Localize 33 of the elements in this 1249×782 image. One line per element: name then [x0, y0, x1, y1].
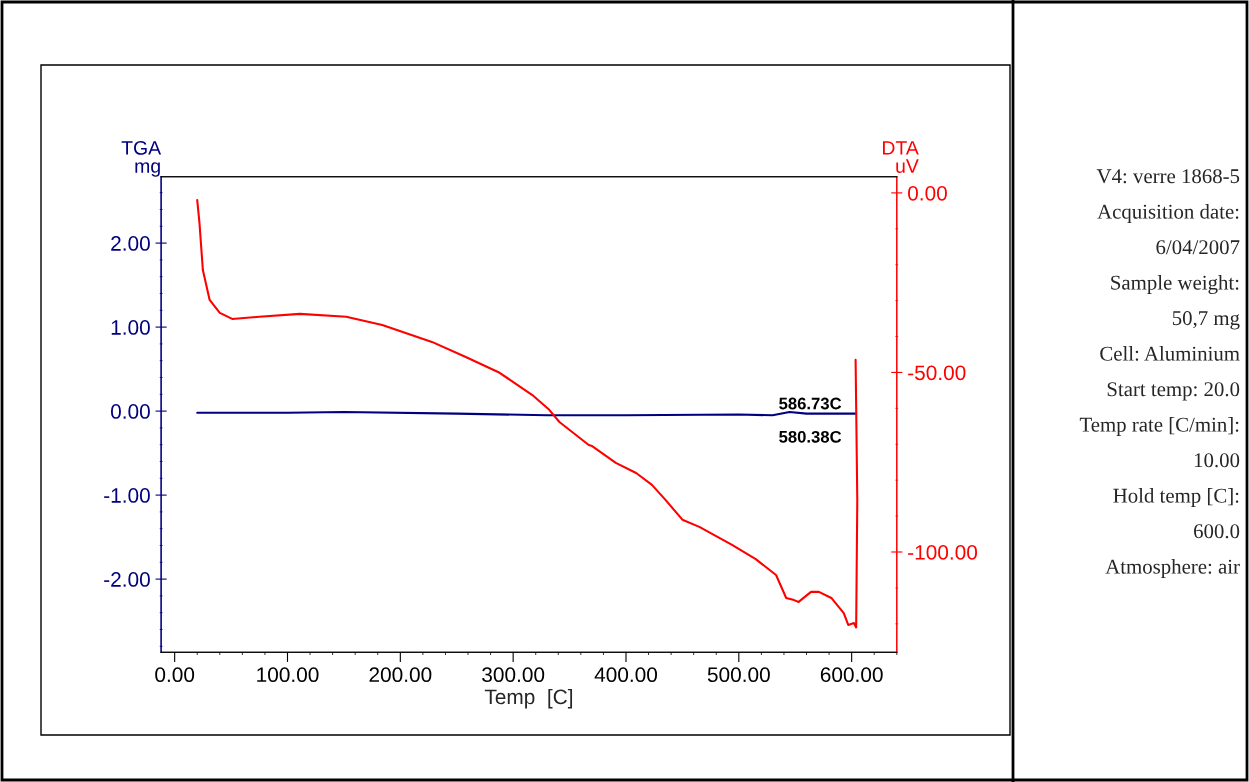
y-tick-label: -2.00: [104, 572, 150, 587]
line-series: [196, 199, 859, 629]
y-axis-title: TGA mg: [121, 140, 162, 177]
text: Cell: Aluminium: [1100, 346, 1240, 361]
y-tick-label: 1.00: [111, 320, 150, 335]
y-tick-label: 2.00: [111, 236, 150, 251]
text: 600.0: [1194, 524, 1240, 539]
x-axis-title: Temp [C]: [484, 688, 573, 709]
text: 6/04/2007: [1156, 240, 1240, 255]
text: Start temp: 20.0: [1107, 382, 1240, 401]
y2-tick-label: -100.00: [908, 545, 978, 560]
text: 10.00: [1194, 453, 1240, 468]
y-tick-label: -1.00: [104, 488, 150, 503]
y2-axis-title: DTA uV: [882, 141, 919, 173]
text: V4: verre 1868-5: [1096, 169, 1240, 184]
text: Acquisition date:: [1097, 204, 1239, 223]
x-tick-label: 400.00: [594, 667, 658, 683]
text: Temp rate [C/min]:: [1079, 417, 1239, 436]
annotation: 580.38C: [779, 430, 842, 443]
y2-tick-label: -50.00: [908, 365, 966, 381]
text: 50,7 mg: [1172, 311, 1240, 330]
text: Hold temp [C]:: [1113, 488, 1239, 507]
x-tick-label: 100.00: [257, 667, 319, 683]
x-tick-label: 300.00: [482, 667, 545, 683]
text: Atmosphere: air: [1105, 559, 1240, 578]
y2-tick-label: 0.00: [908, 185, 947, 201]
annotation: 586.73C: [779, 397, 842, 410]
x-tick-label: 0.00: [155, 667, 195, 683]
text: Sample weight:: [1111, 275, 1239, 294]
x-tick-label: 600.00: [820, 667, 883, 683]
x-tick-label: 500.00: [707, 667, 770, 683]
y-tick-label: 0.00: [110, 404, 150, 419]
x-tick-label: 200.00: [369, 667, 432, 683]
